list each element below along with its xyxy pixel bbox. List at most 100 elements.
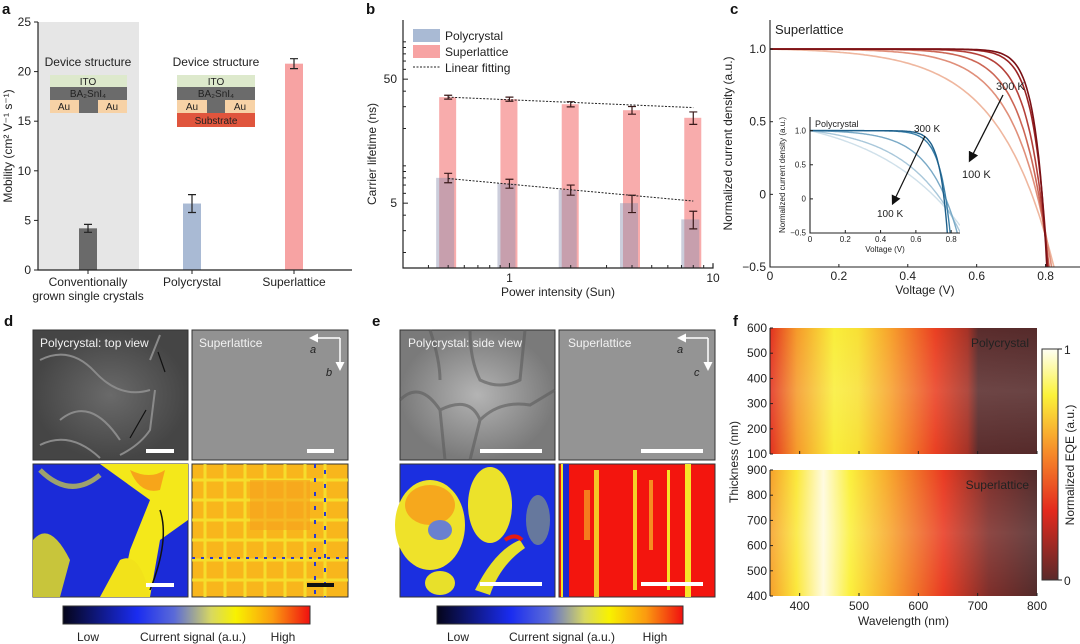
- au-electrode-left: [50, 100, 79, 113]
- colorbar-label: Normalized EQE (a.u.): [1063, 405, 1077, 526]
- fit-line: [448, 96, 694, 109]
- colorbar-high-label: High: [271, 630, 296, 644]
- panel-f-eqe-heatmap: 100 200 300 400 500 600 Polycrystal 400 500 600 70…: [727, 321, 1077, 628]
- category-label: Polycrystal: [163, 275, 221, 289]
- y-tick-label: 5: [24, 213, 31, 227]
- x-tick-label: 10: [706, 271, 720, 285]
- polycrystal-top-sem: Polycrystal: top view: [32, 329, 189, 461]
- curve-200k: [810, 129, 959, 233]
- y-tick-label: 700: [747, 513, 767, 527]
- y-axis-label: Normalized current density (a.u.): [721, 56, 735, 230]
- image-label: Polycrystal: top view: [40, 336, 149, 350]
- category-label: Superlattice: [262, 275, 326, 289]
- panel-label-f: f: [733, 313, 739, 330]
- x-tick-label: 0: [767, 269, 774, 283]
- legend-label: Superlattice: [445, 45, 509, 59]
- y-axis-label: Thickness (nm): [727, 421, 741, 503]
- superlattice-top-current-map: [191, 463, 349, 598]
- y-tick-label: −0.5: [790, 229, 806, 238]
- image-label: Superlattice: [568, 336, 632, 350]
- panel-e-images: Polycrystal: side view Superlattice a c: [395, 329, 716, 644]
- curve-300k: [770, 48, 1048, 267]
- y-tick-label: 500: [747, 346, 767, 360]
- bar-2: [183, 203, 201, 270]
- heatmap-label: Superlattice: [966, 478, 1030, 492]
- curve-150k: [810, 129, 960, 233]
- annotation-300k: 300 K: [996, 81, 1025, 93]
- image-label: Superlattice: [199, 336, 263, 350]
- perovskite-channel: [207, 100, 225, 113]
- x-axis-label: Voltage (V): [865, 245, 905, 254]
- category-label: grown single crystals: [32, 289, 143, 303]
- ito-label: ITO: [80, 77, 97, 88]
- y-tick-label: 100: [747, 447, 767, 461]
- bar-polycrystal: [619, 203, 638, 268]
- substrate-label: Substrate: [195, 116, 238, 127]
- legend-swatch-superlattice: [413, 45, 440, 58]
- curves: [770, 48, 1055, 267]
- curve-300k: [810, 129, 949, 233]
- superlattice-side-current-map: [558, 463, 716, 598]
- error-bar: [689, 210, 698, 230]
- annotation-100k: 100 K: [962, 169, 991, 181]
- y-tick-label: 900: [747, 463, 767, 477]
- au-label-left: Au: [186, 102, 198, 113]
- error-bar: [627, 105, 636, 115]
- panel-label-b: b: [366, 1, 375, 18]
- bar-polycrystal: [436, 177, 455, 268]
- au-label-right: Au: [234, 102, 246, 113]
- y-tick-label: 0.5: [749, 115, 766, 129]
- y-tick-label: 300: [747, 397, 767, 411]
- x-axis-label: Power intensity (Sun): [501, 285, 615, 299]
- superlattice-top-sem: Superlattice a b: [191, 329, 349, 461]
- bar-3: [285, 63, 303, 270]
- perovskite-layer: [177, 87, 255, 100]
- y-tick-label: 600: [747, 539, 767, 553]
- panel-a-mobility-chart: Device structure ITO BA₂SnI₄ Au Au Devic…: [1, 15, 352, 303]
- y-tick-label: 1.0: [795, 126, 807, 135]
- au-label-left: Au: [58, 102, 70, 113]
- y-tick-label: 1.0: [749, 42, 766, 56]
- panel-b-lifetime-chart: 1 10 5 50 Power intensity (Sun) Carrier lifet…: [365, 20, 720, 299]
- bar-superlattice: [622, 110, 640, 268]
- fit-line: [448, 178, 694, 202]
- panel-label-a: a: [2, 1, 11, 18]
- ito-layer: [177, 75, 255, 87]
- x-tick-label: 0.2: [831, 269, 848, 283]
- bar-polycrystal: [558, 189, 577, 268]
- y-tick-label: 400: [747, 589, 767, 603]
- curves: [810, 129, 960, 233]
- error-bar: [188, 194, 196, 214]
- curve-100k: [770, 48, 1055, 267]
- chart-title: Superlattice: [775, 22, 844, 37]
- scale-bar: [480, 449, 542, 453]
- scale-bar: [146, 583, 174, 587]
- x-tick-label: 0.4: [875, 235, 887, 244]
- x-tick-label: 800: [1027, 599, 1047, 613]
- colorbar-min-label: 0: [1064, 574, 1071, 588]
- annotation-100k: 100 K: [877, 209, 903, 220]
- panel-label-c: c: [730, 1, 738, 18]
- colorbar-low-label: Low: [447, 630, 469, 644]
- y-tick-label: 0: [759, 187, 766, 201]
- device-structure-title: Device structure: [45, 55, 132, 69]
- error-bar: [84, 223, 92, 233]
- y-axis-label: Normalized current density (a.u.): [778, 117, 787, 233]
- y-tick-label: 10: [18, 164, 32, 178]
- y-axis-label: Mobility (cm² V⁻¹ s⁻¹): [1, 89, 15, 202]
- x-tick-label: 0.2: [840, 235, 852, 244]
- watermark-logo: [11, 605, 56, 621]
- superlattice-side-sem: Superlattice a c: [558, 329, 716, 461]
- perovskite-layer: [50, 87, 127, 100]
- x-tick-label: 0: [808, 235, 813, 244]
- substrate-layer: [177, 113, 255, 127]
- x-tick-label: 0.4: [899, 269, 916, 283]
- x-tick-label: 600: [908, 599, 928, 613]
- colorbar-high-label: High: [643, 630, 668, 644]
- x-tick-label: 400: [790, 599, 810, 613]
- y-tick-label: −0.5: [742, 260, 766, 274]
- legend-label: Polycrystal: [445, 29, 503, 43]
